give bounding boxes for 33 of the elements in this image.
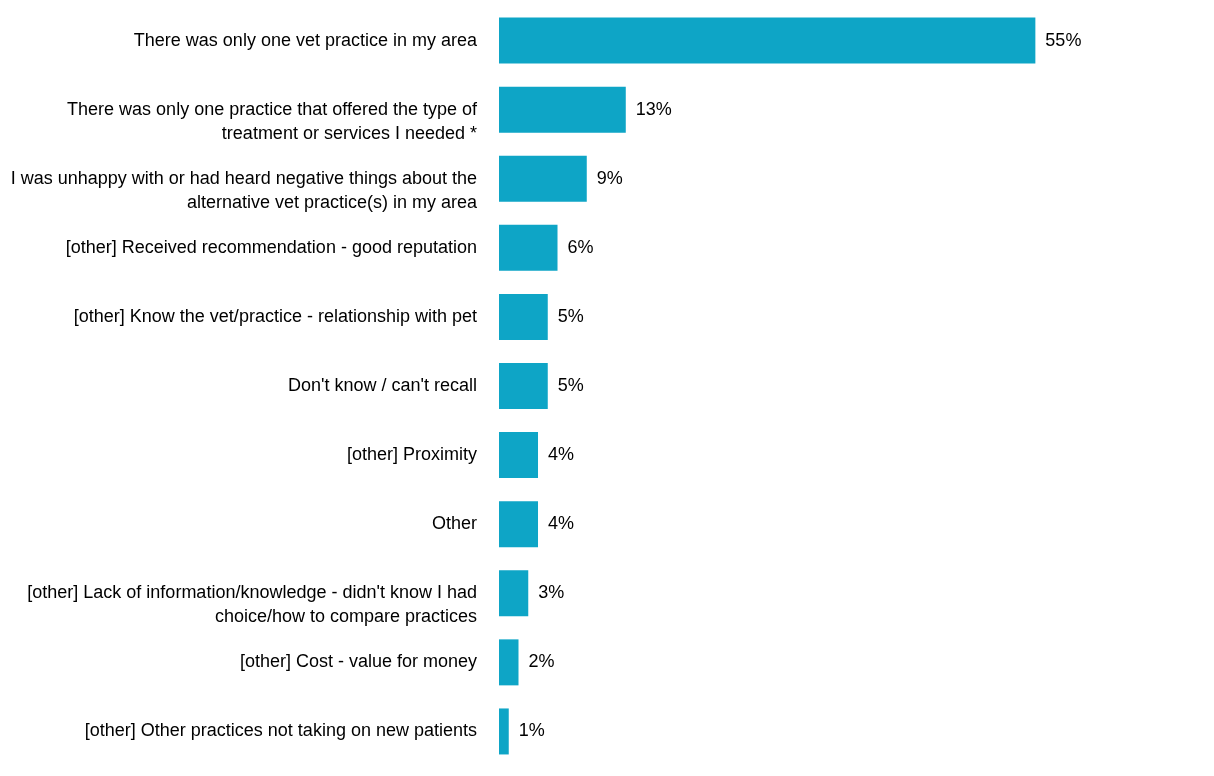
y-tick-label: [other] Lack of information/knowledge - didn't know I had choice/how to compare practices xyxy=(27,582,477,627)
bar xyxy=(499,639,519,686)
bar xyxy=(499,432,539,479)
y-tick-label: [other] Received recommendation - good reputation xyxy=(65,236,477,257)
y-tick-label: [other] Cost - value for money xyxy=(239,651,477,672)
bar xyxy=(499,224,558,271)
y-tick-label: Other xyxy=(431,513,477,534)
bar xyxy=(499,363,548,409)
data-label: 9% xyxy=(596,167,623,188)
data-label: 55% xyxy=(1045,29,1082,50)
y-tick-label: There was only one practice that offered the type of treatment or services I needed * xyxy=(67,98,478,143)
data-label: 13% xyxy=(635,98,672,119)
data-label: 3% xyxy=(538,582,565,603)
bar xyxy=(499,155,587,202)
data-label: 2% xyxy=(528,651,555,672)
bar xyxy=(499,293,548,340)
y-tick-label: [other] Know the vet/practice - relationship with pet xyxy=(73,305,477,326)
bar xyxy=(499,708,509,755)
bar xyxy=(499,86,626,133)
bar xyxy=(499,501,539,548)
y-tick-label: I was unhappy with or had heard negative things about the alternative vet practice(s) in my area xyxy=(10,167,478,212)
bar xyxy=(499,17,1036,64)
y-tick-label: [other] Proximity xyxy=(346,444,477,465)
y-tick-label: [other] Other practices not taking on new patients xyxy=(84,720,477,741)
bar xyxy=(499,570,529,617)
data-label: 5% xyxy=(557,305,584,326)
data-label: 1% xyxy=(518,720,545,741)
data-label: 5% xyxy=(557,375,584,395)
y-tick-label: There was only one vet practice in my area xyxy=(133,29,478,50)
data-label: 6% xyxy=(567,236,594,257)
data-label: 4% xyxy=(548,444,575,465)
y-tick-label: Don't know / can't recall xyxy=(288,375,477,395)
data-label: 4% xyxy=(548,513,575,534)
